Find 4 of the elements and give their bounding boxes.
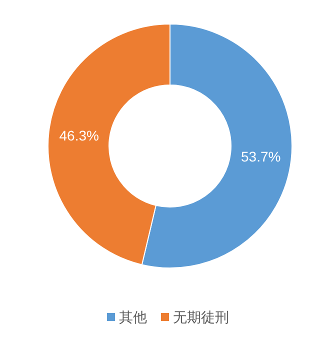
data-label: 53.7% [241, 148, 281, 165]
data-label: 46.3% [59, 127, 99, 144]
legend-label: 无期徒刑 [173, 309, 229, 325]
legend-label: 其他 [119, 309, 147, 325]
